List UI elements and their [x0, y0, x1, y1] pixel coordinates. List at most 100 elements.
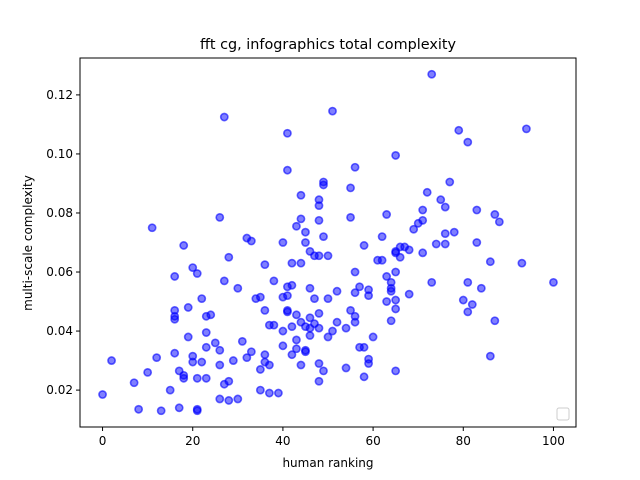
scatter-point [188, 357, 198, 367]
scatter-point [246, 347, 256, 357]
scatter-point [463, 307, 473, 317]
scatter-point [255, 365, 265, 374]
legend-box [556, 407, 570, 421]
scatter-point [382, 272, 392, 281]
y-tick-label: 0.06 [46, 265, 73, 279]
scatter-point [490, 316, 500, 326]
scatter-point [522, 124, 531, 134]
scatter-point [292, 221, 301, 231]
scatter-point [296, 258, 306, 268]
scatter-point [350, 317, 360, 327]
scatter-point [346, 183, 355, 193]
scatter-point [319, 180, 328, 190]
scatter-point [179, 373, 189, 383]
scatter-point [517, 258, 527, 268]
scatter-point [183, 332, 193, 342]
scatter-point [283, 291, 292, 301]
scatter-point [463, 277, 473, 287]
scatter-point [170, 272, 180, 281]
scatter-point [224, 252, 234, 262]
x-axis-title: human ranking [282, 456, 373, 470]
scatter-point [129, 378, 139, 388]
scatter-point [233, 283, 243, 293]
scatter-point [494, 217, 504, 227]
scatter-point [404, 289, 414, 299]
scatter-point [219, 276, 229, 286]
scatter-point [463, 137, 473, 147]
scatter-point [328, 326, 337, 336]
scatter-point [391, 304, 401, 314]
scatter-point [314, 376, 324, 386]
scatter-point [260, 350, 270, 360]
scatter-point [201, 342, 211, 352]
y-tick-label: 0.08 [46, 206, 73, 220]
scatter-point [287, 350, 297, 360]
scatter-point [391, 366, 401, 376]
scatter-point [260, 260, 270, 270]
scatter-point [319, 366, 328, 376]
scatter-point [233, 394, 243, 404]
scatter-point [323, 251, 333, 261]
scatter-point [359, 342, 369, 352]
scatter-point [314, 308, 324, 318]
scatter-point [305, 313, 315, 323]
plot-frame [79, 57, 577, 428]
scatter-point [260, 305, 270, 315]
scatter-point [418, 248, 428, 258]
scatter-point [440, 202, 450, 212]
scatter-point [152, 353, 162, 363]
scatter-point [246, 236, 256, 246]
scatter-point [255, 292, 265, 302]
scatter-point [188, 263, 198, 272]
scatter-point [395, 252, 405, 262]
scatter-point [314, 323, 324, 333]
scatter-point [301, 238, 310, 247]
scatter-point [296, 214, 306, 224]
scatter-point [359, 372, 369, 382]
scatter-point [210, 338, 220, 348]
scatter-point [332, 317, 342, 327]
scatter-point [310, 294, 319, 303]
scatter-point [458, 295, 468, 305]
scatter-point [431, 239, 441, 249]
y-tick-label: 0.04 [46, 324, 73, 338]
scatter-point [314, 359, 324, 368]
x-tick-label: 60 [365, 434, 380, 448]
x-tick-label: 20 [185, 434, 200, 448]
scatter-point [350, 162, 360, 172]
scatter-point [449, 227, 459, 237]
scatter-point [350, 288, 360, 298]
scatter-point [292, 344, 301, 354]
scatter-point [472, 205, 482, 215]
scatter-point [314, 215, 324, 225]
scatter-point [255, 385, 265, 395]
scatter-point [391, 295, 401, 305]
scatter-point [485, 257, 495, 267]
scatter-point [301, 347, 310, 357]
scatter-point [467, 300, 477, 309]
scatter-point [170, 314, 180, 324]
scatter-point [305, 331, 315, 340]
scatter-point [350, 267, 360, 277]
scatter-point [228, 356, 238, 365]
scatter-point [296, 190, 306, 200]
y-axis-title: multi-scale complexity [21, 175, 35, 311]
chart-title: fft cg, infographics total complexity [200, 37, 457, 53]
scatter-point [215, 345, 225, 355]
y-tick-label: 0.02 [46, 383, 73, 397]
scatter-point [391, 267, 401, 277]
scatter-point [418, 215, 428, 225]
scatter-point [197, 357, 207, 367]
scatter-point [332, 286, 342, 296]
scatter-point [440, 239, 450, 249]
scatter-point [341, 323, 351, 333]
scatter-point [192, 406, 202, 416]
scatter-point [192, 269, 202, 278]
scatter-point [382, 297, 392, 306]
scatter-point [242, 353, 252, 363]
scatter-point [283, 307, 292, 317]
scatter-point [287, 322, 297, 332]
scatter-point [391, 151, 401, 160]
scatter-point [107, 356, 116, 365]
